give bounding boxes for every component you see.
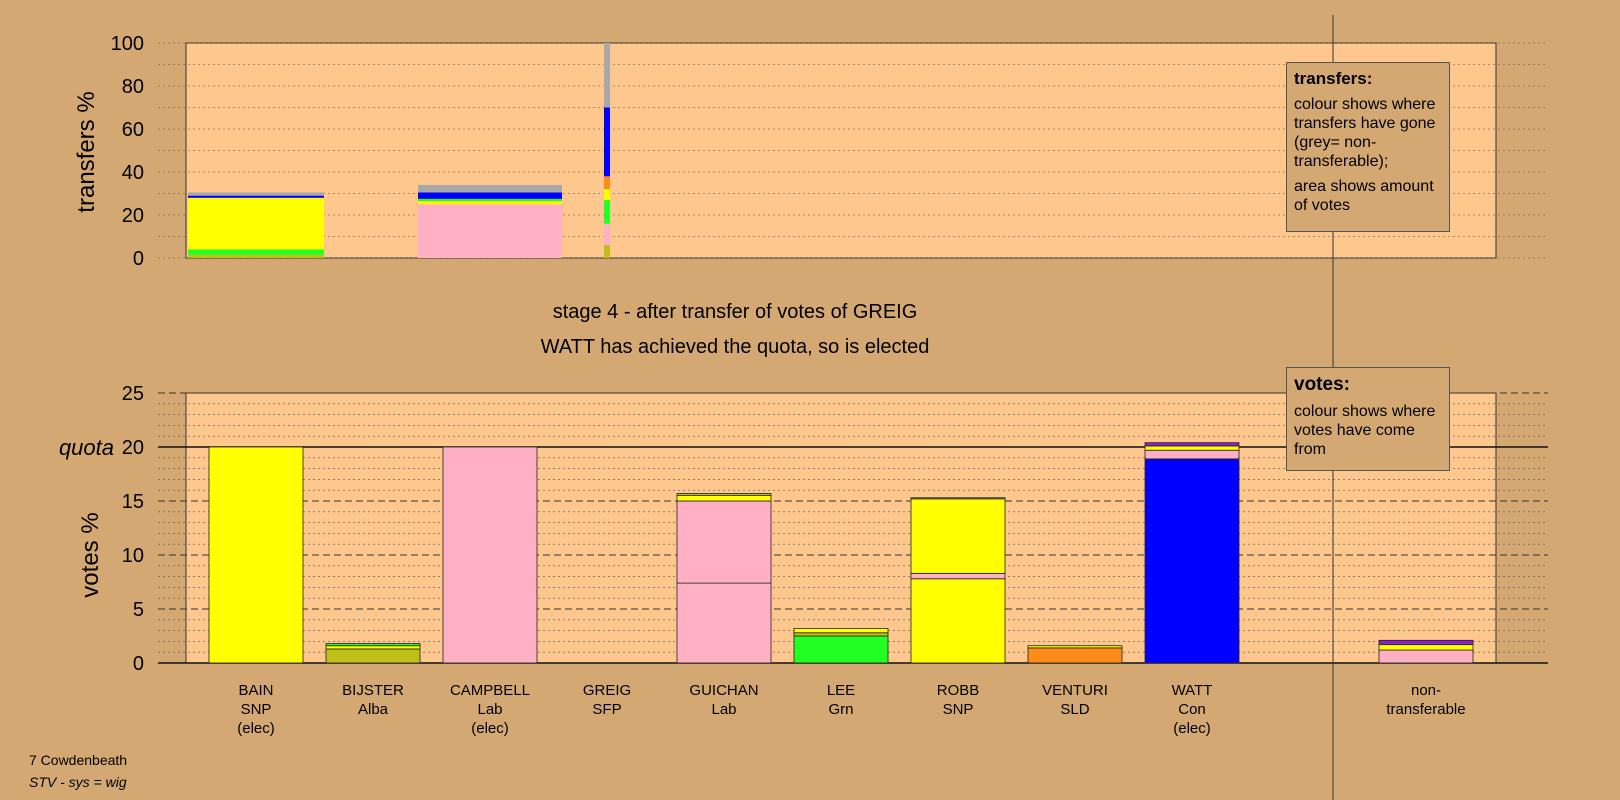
transfer-segment-campbell — [418, 204, 562, 258]
vote-segment-campbell — [442, 446, 538, 664]
votes-axis-label: votes % — [77, 512, 104, 597]
transfer-segment-bain — [188, 192, 324, 196]
votes-plot-area — [185, 392, 1497, 664]
vote-segment-robb — [910, 498, 1006, 574]
vote-segment-watt — [1144, 442, 1240, 447]
vote-segment-non — [1378, 644, 1474, 651]
candidate-name-robb: ROBB — [937, 682, 980, 699]
transfer-segment-campbell — [418, 201, 562, 205]
vote-segment-robb — [910, 578, 1006, 664]
candidate-party-bain: SNP — [241, 701, 272, 718]
candidate-name-bijster: BIJSTER — [342, 682, 404, 699]
transfer-segment-bain — [188, 254, 324, 258]
votes-legend: votes: colour shows where votes have com… — [1286, 367, 1450, 471]
votes-tick-label: 25 — [122, 383, 144, 405]
vote-segment-non — [1378, 649, 1474, 664]
transfer-segment-greig — [604, 223, 610, 246]
candidate-party-guichan: Lab — [711, 701, 736, 718]
vote-segment-guichan — [676, 495, 772, 502]
candidate-party-lee: Grn — [828, 701, 853, 718]
quota-label: quota — [59, 435, 114, 460]
vote-segment-robb — [910, 572, 1006, 580]
votes-tick-label: 5 — [133, 599, 144, 621]
transfer-segment-bain — [188, 197, 324, 250]
stage-title: stage 4 - after transfer of votes of GRE… — [553, 301, 918, 323]
transfers-legend-area-text: area shows amount of votes — [1294, 178, 1434, 214]
candidate-party-watt: Con — [1178, 701, 1206, 718]
transfer-segment-greig — [604, 107, 610, 177]
vote-segment-bijster — [325, 648, 421, 664]
candidate-name-bain: BAIN — [238, 682, 273, 699]
system-label: STV - sys = wig — [29, 774, 127, 790]
transfer-segment-greig — [604, 189, 610, 200]
candidate-party-venturi: SLD — [1060, 701, 1089, 718]
vote-segment-bijster — [325, 645, 421, 650]
votes-tick-label: 10 — [122, 545, 144, 567]
candidate-name-watt: WATT — [1172, 682, 1213, 699]
transfers-legend-colour-text: colour shows where transfers have gone (… — [1294, 96, 1436, 170]
candidate-note-bain: (elec) — [237, 720, 275, 737]
vote-segment-watt — [1144, 458, 1240, 664]
transfers-tick-label: 40 — [122, 162, 144, 184]
vote-segment-venturi — [1027, 647, 1123, 664]
candidate-name-greig: GREIG — [583, 682, 631, 699]
transfer-segment-greig — [604, 176, 610, 190]
area-label: 7 Cowdenbeath — [29, 752, 128, 768]
candidate-name-venturi: VENTURI — [1042, 682, 1108, 699]
transfers-tick-label: 80 — [122, 76, 144, 98]
transfers-tick-label: 60 — [122, 119, 144, 141]
transfer-segment-campbell — [418, 192, 562, 199]
vote-segment-guichan — [676, 500, 772, 584]
votes-legend-colour-text: colour shows where votes have come from — [1294, 403, 1436, 458]
vote-segment-lee — [793, 632, 889, 637]
transfer-segment-bain — [188, 195, 324, 198]
candidate-note-watt: (elec) — [1173, 720, 1211, 737]
transfer-segment-campbell — [418, 184, 562, 193]
transfers-tick-label: 0 — [133, 248, 144, 270]
candidate-party-bijster: Alba — [358, 701, 389, 718]
transfers-axis-label: transfers % — [73, 91, 100, 212]
vote-segment-lee — [793, 628, 889, 634]
transfer-segment-campbell — [418, 198, 562, 202]
candidate-party-campbell: Lab — [477, 701, 502, 718]
transfer-segment-greig — [604, 43, 610, 108]
transfers-tick-label: 100 — [111, 33, 144, 55]
vote-segment-guichan — [676, 582, 772, 664]
transfer-segment-bain — [188, 249, 324, 255]
transfer-segment-greig — [604, 245, 610, 258]
vote-segment-watt — [1144, 445, 1240, 451]
candidate-note-campbell: (elec) — [471, 720, 509, 737]
vote-segment-robb — [910, 497, 1006, 500]
vote-segment-lee — [793, 635, 889, 664]
candidate-party-greig: SFP — [592, 701, 621, 718]
vote-segment-watt — [1144, 449, 1240, 460]
candidate-name-lee: LEE — [827, 682, 855, 699]
stage-status: WATT has achieved the quota, so is elect… — [541, 336, 930, 358]
candidate-name-guichan: GUICHAN — [689, 682, 758, 699]
votes-tick-label: 20 — [122, 437, 144, 459]
votes-legend-title: votes: — [1294, 374, 1350, 395]
votes-tick-label: 15 — [122, 491, 144, 513]
vote-segment-bijster — [325, 643, 421, 647]
vote-segment-bain — [208, 446, 304, 664]
vote-segment-guichan — [676, 493, 772, 497]
transfers-legend: transfers: colour shows where transfers … — [1286, 62, 1450, 232]
transfers-legend-title: transfers: — [1294, 69, 1373, 88]
transfer-segment-greig — [604, 199, 610, 224]
candidate-party-non: transferable — [1386, 701, 1465, 718]
vote-segment-venturi — [1027, 645, 1123, 649]
vote-segment-non — [1378, 639, 1474, 646]
candidate-party-robb: SNP — [943, 701, 974, 718]
transfers-tick-label: 20 — [122, 205, 144, 227]
votes-tick-label: 0 — [133, 653, 144, 675]
candidate-name-campbell: CAMPBELL — [450, 682, 530, 699]
candidate-name-non: non- — [1411, 682, 1441, 699]
